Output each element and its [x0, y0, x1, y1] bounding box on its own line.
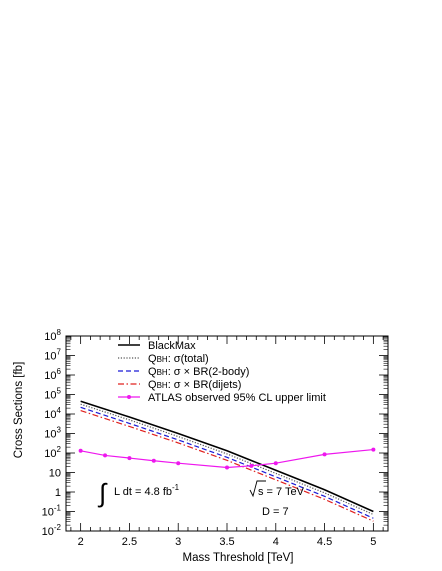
y-tick-label: 104 — [44, 406, 61, 421]
dimensions-label: D = 7 — [262, 506, 289, 518]
x-tick-labels: 2 2.5 3 3.5 4 4.5 5 — [78, 536, 377, 548]
sqrt-symbol — [249, 480, 266, 498]
legend-marker — [127, 395, 131, 399]
y-axis-label: Cross Sections [fb] — [13, 362, 25, 459]
y-tick-label-exponent: 4 — [57, 406, 62, 415]
y-tick-label: 108 — [44, 328, 61, 343]
x-tick-label: 3 — [175, 536, 181, 548]
x-tick-label: 5 — [370, 536, 376, 548]
atlas-limit-point — [103, 453, 108, 458]
y-tick-label-base: 10 — [44, 390, 56, 402]
y-tick-label-exponent: 8 — [57, 328, 62, 337]
y-tick-label: 10-2 — [42, 523, 62, 538]
y-tick-label-exponent: 7 — [57, 348, 62, 357]
x-tick-label: 4.5 — [317, 536, 332, 548]
y-tick-label: 105 — [44, 387, 61, 402]
luminosity-label: L dt = 4.8 fb-1 — [114, 483, 180, 498]
y-tick-label-base: 10 — [44, 331, 56, 343]
y-tick-label-exponent: -1 — [54, 504, 62, 513]
legend-entry-3: QBH: σ × BR(dijets) — [148, 379, 241, 391]
y-tick-label-base: 10 — [42, 507, 54, 519]
legend-entry-bh: BH — [157, 355, 168, 364]
y-tick-label-exponent: 2 — [57, 445, 62, 454]
y-tick-label-exponent: 6 — [57, 367, 62, 376]
atlas-limit-point — [225, 465, 229, 470]
series-line-0 — [80, 400, 374, 513]
atlas-limit-point — [151, 458, 156, 463]
atlas-limit-point — [78, 448, 83, 453]
y-tick-label-base: 10 — [44, 448, 56, 460]
legend-entry-q: Q — [148, 366, 157, 378]
atlas-limit-point — [273, 461, 278, 466]
y-tick-label-exponent: 3 — [57, 426, 62, 435]
legend-entry-rest: : σ(total) — [168, 353, 209, 365]
y-tick-label-base: 10 — [44, 429, 56, 441]
legend-entry-q: Q — [148, 379, 157, 391]
x-tick-label: 4 — [273, 536, 279, 548]
axis-ticks — [66, 335, 388, 532]
luminosity-sup: -1 — [172, 483, 180, 492]
series-line-2 — [80, 406, 374, 519]
x-tick-label: 2.5 — [122, 536, 137, 548]
legend-entry-4: ATLAS observed 95% CL upper limit — [148, 392, 326, 404]
y-tick-label-base: 10 — [42, 526, 54, 538]
atlas-limit-point — [322, 452, 327, 457]
atlas-limit-point — [249, 463, 254, 468]
y-tick-label-base: 10 — [44, 370, 56, 382]
y-tick-label: 103 — [44, 426, 61, 441]
y-tick-label: 102 — [44, 445, 61, 460]
sqrt-s-label: s = 7 TeV — [258, 486, 305, 498]
legend-entry-rest: : σ × BR(2-body) — [168, 366, 250, 378]
y-tick-label-base: 10 — [44, 351, 56, 363]
series-layer — [78, 400, 376, 522]
x-tick-label: 2 — [78, 536, 84, 548]
annotation-block: ∫ L dt = 4.8 fb-1 s = 7 TeV D = 7 — [97, 478, 305, 518]
legend-entry-bh: BH — [157, 381, 168, 390]
y-tick-label-base: 10 — [44, 409, 56, 421]
legend-entry-bh: BH — [157, 368, 168, 377]
y-tick-label: 1 — [55, 487, 61, 499]
legend-entry-2: QBH: σ × BR(2-body) — [148, 366, 249, 378]
y-tick-label: 106 — [44, 367, 61, 382]
legend-entry-rest: : σ × BR(dijets) — [168, 379, 242, 391]
legend-entry-q: Q — [148, 353, 157, 365]
integral-sign: ∫ — [97, 478, 108, 508]
series-line-3 — [80, 409, 374, 522]
luminosity-text: L dt = 4.8 fb — [114, 486, 172, 498]
y-tick-label: 10 — [49, 468, 61, 480]
series-line-1 — [80, 403, 374, 516]
atlas-limit-point — [127, 456, 132, 461]
y-tick-label: 107 — [44, 348, 61, 363]
atlas-limit-point — [176, 461, 181, 466]
y-tick-label-exponent: 5 — [57, 387, 62, 396]
y-tick-label-exponent: -2 — [54, 523, 62, 532]
y-tick-label: 10-1 — [42, 504, 62, 519]
atlas-limit-point — [371, 447, 376, 452]
x-tick-label: 3.5 — [219, 536, 234, 548]
series-line-4 — [80, 448, 374, 469]
x-axis-label: Mass Threshold [TeV] — [182, 552, 293, 564]
legend-entry-0: BlackMax — [148, 340, 196, 352]
legend-entry-1: QBH: σ(total) — [148, 353, 209, 365]
